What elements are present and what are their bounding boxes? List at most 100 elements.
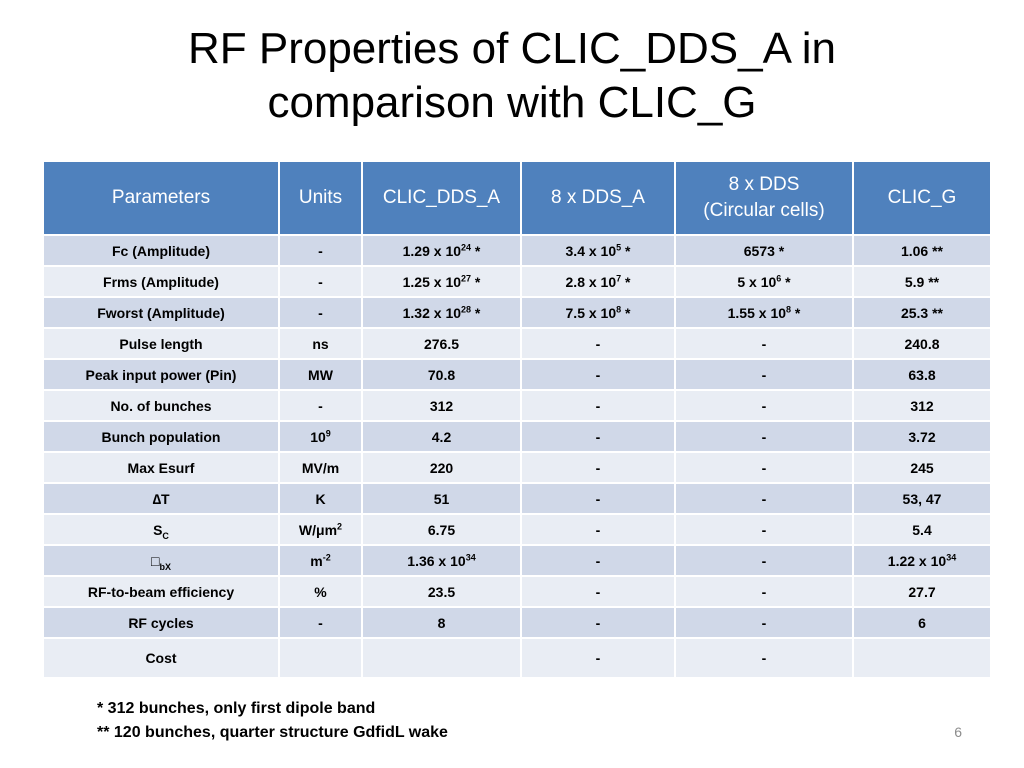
cell-8x-dds-circular: - (674, 358, 854, 391)
cell-8x-dds-a: - (520, 544, 676, 577)
cell-clic-g: 3.72 (852, 420, 992, 453)
cell-clic-dds-a: 1.25 x 1027 * (361, 265, 522, 298)
cell-clic-g (852, 637, 992, 679)
table-row: Max Esurf MV/m 220 - - 245 (42, 451, 992, 484)
cell-8x-dds-a: - (520, 420, 676, 453)
cell-parameter: No. of bunches (42, 389, 280, 422)
table-row: Fworst (Amplitude) - 1.32 x 1028 * 7.5 x… (42, 296, 992, 329)
table-row: RF-to-beam efficiency % 23.5 - - 27.7 (42, 575, 992, 608)
cell-clic-dds-a: 70.8 (361, 358, 522, 391)
cell-8x-dds-circular: - (674, 327, 854, 360)
cell-8x-dds-circular: 6573 * (674, 234, 854, 267)
cell-clic-g: 5.4 (852, 513, 992, 546)
cell-unit: m-2 (278, 544, 363, 577)
cell-8x-dds-a: - (520, 637, 676, 679)
cell-8x-dds-circular: - (674, 637, 854, 679)
cell-clic-g: 53, 47 (852, 482, 992, 515)
cell-parameter: SC (42, 513, 280, 546)
cell-8x-dds-a: - (520, 358, 676, 391)
cell-unit: 109 (278, 420, 363, 453)
cell-unit: K (278, 482, 363, 515)
cell-parameter: Pulse length (42, 327, 280, 360)
header-units: Units (278, 160, 363, 236)
cell-unit (278, 637, 363, 679)
cell-parameter: Cost (42, 637, 280, 679)
cell-8x-dds-circular: - (674, 606, 854, 639)
cell-8x-dds-circular: - (674, 451, 854, 484)
header-8x-dds-circular: 8 x DDS (Circular cells) (674, 160, 854, 236)
cell-clic-g: 312 (852, 389, 992, 422)
cell-8x-dds-a: - (520, 327, 676, 360)
cell-unit: - (278, 265, 363, 298)
cell-8x-dds-circular: 5 x 106 * (674, 265, 854, 298)
cell-8x-dds-a: - (520, 482, 676, 515)
cell-clic-g: 240.8 (852, 327, 992, 360)
table-row: Frms (Amplitude) - 1.25 x 1027 * 2.8 x 1… (42, 265, 992, 298)
cell-clic-dds-a: 51 (361, 482, 522, 515)
cell-parameter: Fc (Amplitude) (42, 234, 280, 267)
cell-8x-dds-a: - (520, 389, 676, 422)
cell-8x-dds-circular: - (674, 420, 854, 453)
slide-number: 6 (954, 724, 962, 740)
cell-parameter: ∆T (42, 482, 280, 515)
cell-8x-dds-circular: - (674, 544, 854, 577)
cell-clic-g: 6 (852, 606, 992, 639)
cell-clic-dds-a: 23.5 (361, 575, 522, 608)
cell-clic-g: 1.22 x 1034 (852, 544, 992, 577)
cell-8x-dds-circular: - (674, 389, 854, 422)
cell-parameter: RF-to-beam efficiency (42, 575, 280, 608)
table-row: No. of bunches - 312 - - 312 (42, 389, 992, 422)
cell-unit: - (278, 296, 363, 329)
header-8x-dds-line1: 8 x DDS (728, 174, 800, 195)
cell-clic-g: 25.3 ** (852, 296, 992, 329)
cell-parameter: Max Esurf (42, 451, 280, 484)
cell-8x-dds-a: - (520, 606, 676, 639)
table-row: Pulse length ns 276.5 - - 240.8 (42, 327, 992, 360)
table-row: ∆T K 51 - - 53, 47 (42, 482, 992, 515)
footnotes: * 312 bunches, only first dipole band **… (97, 697, 448, 745)
cell-parameter: RF cycles (42, 606, 280, 639)
table-row: □bX m-2 1.36 x 1034 - - 1.22 x 1034 (42, 544, 992, 577)
cell-clic-dds-a: 6.75 (361, 513, 522, 546)
header-8x-dds-a: 8 x DDS_A (520, 160, 676, 236)
cell-clic-g: 27.7 (852, 575, 992, 608)
cell-8x-dds-a: 7.5 x 108 * (520, 296, 676, 329)
cell-unit: W/μm2 (278, 513, 363, 546)
cell-8x-dds-circular: 1.55 x 108 * (674, 296, 854, 329)
header-clic-dds-a: CLIC_DDS_A (361, 160, 522, 236)
table-row: SC W/μm2 6.75 - - 5.4 (42, 513, 992, 546)
table-row: Bunch population 109 4.2 - - 3.72 (42, 420, 992, 453)
cell-unit: MW (278, 358, 363, 391)
slide-title-line-1: RF Properties of CLIC_DDS_A in (187, 24, 837, 73)
slide-title: RF Properties of CLIC_DDS_A in compariso… (60, 22, 964, 130)
cell-clic-g: 245 (852, 451, 992, 484)
cell-clic-g: 1.06 ** (852, 234, 992, 267)
cell-8x-dds-a: 3.4 x 105 * (520, 234, 676, 267)
cell-clic-dds-a: 8 (361, 606, 522, 639)
cell-8x-dds-a: 2.8 x 107 * (520, 265, 676, 298)
cell-8x-dds-a: - (520, 513, 676, 546)
cell-parameter: Frms (Amplitude) (42, 265, 280, 298)
cell-clic-dds-a (361, 637, 522, 679)
footnote-1: * 312 bunches, only first dipole band (97, 700, 376, 717)
cell-clic-dds-a: 276.5 (361, 327, 522, 360)
cell-clic-dds-a: 312 (361, 389, 522, 422)
cell-parameter: □bX (42, 544, 280, 577)
cell-parameter: Peak input power (Pin) (42, 358, 280, 391)
cell-unit: ns (278, 327, 363, 360)
cell-unit: MV/m (278, 451, 363, 484)
table-row: Fc (Amplitude) - 1.29 x 1024 * 3.4 x 105… (42, 234, 992, 267)
cell-8x-dds-circular: - (674, 482, 854, 515)
cell-parameter: Bunch population (42, 420, 280, 453)
cell-8x-dds-a: - (520, 451, 676, 484)
cell-clic-dds-a: 220 (361, 451, 522, 484)
footnote-2: ** 120 bunches, quarter structure GdfidL… (97, 724, 448, 741)
table-header-row: Parameters Units CLIC_DDS_A 8 x DDS_A 8 … (42, 160, 992, 236)
cell-8x-dds-a: - (520, 575, 676, 608)
cell-unit: - (278, 389, 363, 422)
rf-properties-table: Parameters Units CLIC_DDS_A 8 x DDS_A 8 … (42, 160, 992, 679)
cell-clic-dds-a: 4.2 (361, 420, 522, 453)
cell-clic-dds-a: 1.32 x 1028 * (361, 296, 522, 329)
cell-clic-g: 63.8 (852, 358, 992, 391)
cell-unit: - (278, 606, 363, 639)
